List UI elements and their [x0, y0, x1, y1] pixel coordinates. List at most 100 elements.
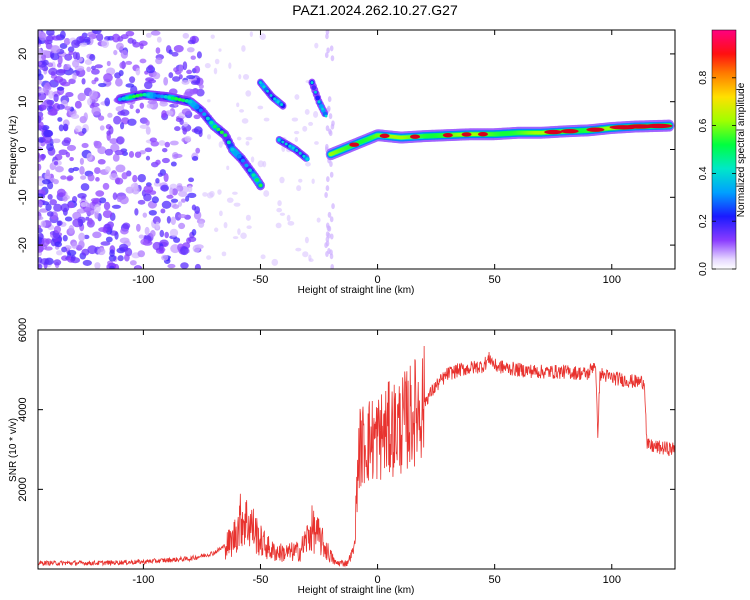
- spectrogram-hot-core: [644, 123, 673, 129]
- spectrogram-noise-blob: [193, 65, 201, 74]
- spectrogram-noise-blob: [111, 33, 121, 43]
- spectrogram-side-feature: [281, 140, 285, 144]
- spectrogram-noise-blob: [257, 105, 264, 110]
- spectrogram-noise-blob: [81, 248, 90, 256]
- spectrogram-noise-blob: [187, 39, 195, 45]
- spectrogram-noise-blob: [287, 220, 295, 226]
- colorbar: 0.0 0.2 0.4 0.6 0.8 Normalized spectral ampl…: [698, 29, 747, 276]
- spectrogram-noise-blob: [47, 62, 54, 68]
- spectrogram-side-feature: [273, 97, 276, 101]
- spectrogram-noise-blob: [63, 37, 71, 46]
- spectrogram-noise-blob: [139, 43, 144, 50]
- spectrogram-streak-blob: [328, 130, 333, 137]
- spectrogram-noise-blob: [155, 47, 161, 54]
- spectrogram-noise-blob: [55, 165, 64, 173]
- spectrogram-noise-blob: [60, 175, 67, 180]
- spectrogram-noise-blob: [159, 229, 165, 238]
- spectrogram-noise-blob: [190, 80, 200, 86]
- spectrogram-side-feature: [324, 114, 328, 118]
- spectrogram-noise-blob: [148, 209, 157, 216]
- spectrogram-noise-blob: [181, 79, 190, 85]
- spectrogram-noise-blob: [95, 177, 100, 182]
- spectrogram-noise-blob: [38, 115, 42, 124]
- spectrogram-noise-blob: [112, 153, 120, 162]
- spectrogram-main-ridge: [244, 163, 249, 168]
- spectrogram-noise-blob: [92, 231, 102, 239]
- spectrogram-noise-blob: [93, 140, 99, 147]
- spectrogram-noise-blob: [218, 48, 222, 52]
- spectrogram-noise-blob: [276, 207, 283, 213]
- spectrogram-noise-blob: [182, 121, 189, 127]
- spectrogram-noise-blob: [129, 76, 136, 84]
- spectrogram-noise-blob: [192, 244, 201, 253]
- spectrogram-noise-blob: [198, 220, 205, 228]
- spectrogram-noise-blob: [119, 195, 129, 205]
- spectrogram-noise-blob: [45, 169, 51, 177]
- spectrogram-noise-blob: [79, 157, 85, 165]
- spectrogram-side-feature: [284, 142, 288, 146]
- spectrogram-main-ridge: [195, 105, 200, 110]
- spectrogram-noise-blob: [152, 216, 161, 225]
- spectrogram-streak-blob: [325, 30, 330, 35]
- spectrogram-noise-blob: [60, 203, 70, 213]
- spectrogram-noise-blob: [53, 93, 59, 103]
- spectrogram-noise-blob: [242, 74, 250, 80]
- spectrogram-noise-blob: [71, 241, 78, 249]
- spectrogram-main-ridge: [128, 95, 133, 99]
- spectrogram-noise-blob: [187, 185, 193, 193]
- colorbar-gradient: [712, 30, 736, 269]
- spectrogram-streak-blob: [325, 231, 330, 238]
- spectrogram-noise-blob: [144, 226, 150, 236]
- spectrogram-streak-blob: [326, 47, 330, 54]
- snr-y-tick-label: 4000: [17, 397, 29, 421]
- spectrogram-main-ridge: [184, 99, 189, 103]
- spectrogram-noise-blob: [139, 58, 147, 64]
- spectrogram-noise-blob: [291, 117, 299, 122]
- spectrogram-noise-blob: [46, 211, 54, 217]
- spectrogram-noise-blob: [53, 76, 64, 83]
- spectrogram-hot-core: [477, 132, 488, 137]
- spectrogram-noise-blob: [245, 90, 252, 97]
- spectrogram-side-feature: [310, 81, 314, 84]
- spectrogram-noise-blob: [245, 141, 250, 146]
- spectrogram-noise-blob: [308, 121, 314, 126]
- spectrogram-noise-blob: [39, 208, 49, 213]
- spectrogram-noise-blob: [171, 188, 178, 196]
- spectrogram-noise-blob: [189, 88, 200, 95]
- spectrogram-main-ridge: [191, 102, 196, 107]
- spectrogram-noise-blob: [246, 225, 252, 230]
- spectrogram-noise-blob: [240, 232, 247, 239]
- spectrogram-noise-blob: [206, 255, 212, 260]
- spectrogram-noise-blob: [166, 194, 174, 199]
- spectrogram-noise-blob: [232, 191, 238, 195]
- spectrogram-noise-blob: [147, 99, 158, 105]
- spectrogram-noise-blob: [80, 183, 90, 191]
- spectrogram-noise-blob: [275, 222, 282, 229]
- spectrogram-noise-blob: [112, 192, 118, 200]
- spectrogram-x-tick-label: 50: [489, 274, 501, 286]
- spectrogram-noise-blob: [71, 59, 80, 68]
- spectrogram-main-ridge: [226, 140, 231, 145]
- spectrogram-noise-blob: [239, 109, 245, 113]
- spectrogram-noise-blob: [38, 263, 43, 269]
- spectrogram-noise-blob: [57, 220, 63, 226]
- spectrogram-hot-core: [461, 132, 472, 137]
- spectrogram-noise-blob: [56, 63, 62, 68]
- spectrogram-noise-blob: [38, 73, 44, 81]
- spectrogram-noise-blob: [67, 249, 77, 256]
- spectrogram-noise-blob: [44, 246, 53, 251]
- spectrogram-noise-blob: [38, 200, 44, 207]
- spectrogram-noise-blob: [101, 39, 109, 48]
- spectrogram-noise-blob: [56, 250, 63, 256]
- spectrogram-y-tick-label: -20: [17, 237, 29, 253]
- spectrogram-noise-blob: [132, 41, 141, 48]
- spectrogram-streak-blob: [327, 105, 331, 112]
- spectrogram-streak-blob: [324, 242, 328, 249]
- spectrogram-streak-blob: [324, 52, 329, 59]
- spectrogram-noise-blob: [137, 199, 146, 205]
- spectrogram-noise-blob: [78, 240, 85, 249]
- spectrogram-noise-blob: [167, 263, 176, 269]
- spectrogram-noise-blob: [169, 228, 179, 237]
- spectrogram-noise-blob: [150, 140, 160, 147]
- spectrogram-main-ridge: [124, 96, 129, 100]
